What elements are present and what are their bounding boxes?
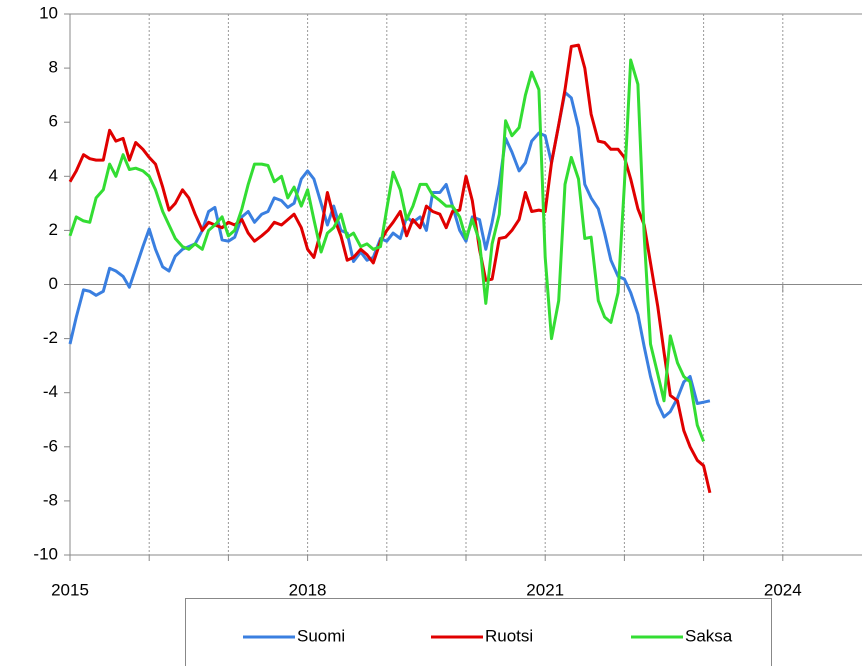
line-series xyxy=(68,43,712,494)
y-tick-label: -2 xyxy=(43,328,58,347)
y-tick-label: 2 xyxy=(49,220,58,239)
y-tick-label: 10 xyxy=(39,3,58,22)
legend-label: Ruotsi xyxy=(485,626,533,645)
y-tick-label: 8 xyxy=(49,58,58,77)
y-tick-label: -8 xyxy=(43,490,58,509)
legend-box xyxy=(185,598,772,666)
y-tick-label: -6 xyxy=(43,436,58,455)
y-tick-label: 6 xyxy=(49,112,58,131)
x-tick-label: 2024 xyxy=(764,580,802,599)
y-tick-label: 4 xyxy=(49,166,58,185)
legend-label: Saksa xyxy=(685,626,733,645)
y-tick-label: -10 xyxy=(33,544,58,563)
y-tick-label: -4 xyxy=(43,382,58,401)
x-tick-label: 2015 xyxy=(51,580,89,599)
line-series xyxy=(68,90,711,419)
x-tick-label: 2021 xyxy=(526,580,564,599)
legend-label: Suomi xyxy=(297,626,345,645)
y-tick-label: 0 xyxy=(49,274,58,293)
x-tick-label: 2018 xyxy=(289,580,327,599)
line-series xyxy=(68,58,705,442)
